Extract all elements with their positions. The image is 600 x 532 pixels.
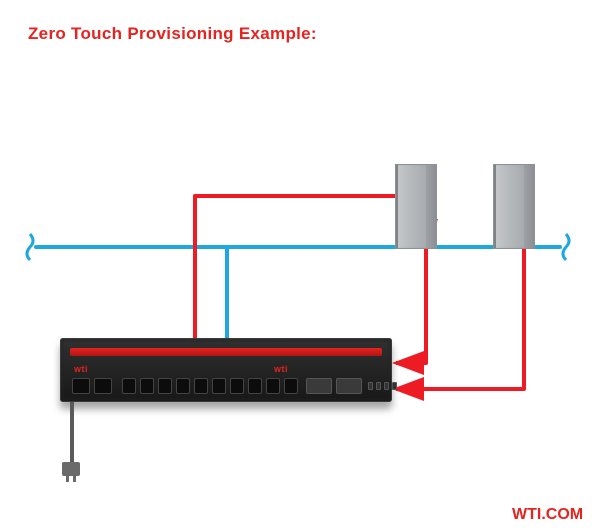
device-brand-right: wti	[274, 364, 288, 374]
sfp-cage-2	[336, 378, 362, 394]
rack-device: wti wti	[60, 338, 392, 402]
sfp-cage-1	[306, 378, 332, 394]
mgmt-ports	[72, 378, 112, 394]
device-brand-left: wti	[74, 364, 88, 374]
wiring-svg	[0, 0, 600, 532]
status-leds	[368, 382, 397, 390]
lan-ports	[122, 378, 298, 394]
power-cord	[70, 402, 74, 462]
power-plug-icon	[62, 462, 80, 476]
server-ftp	[493, 164, 535, 249]
diagram-canvas: Zero Touch Provisioning Example: WTI.COM	[0, 0, 600, 532]
server-dhcp	[395, 164, 437, 249]
